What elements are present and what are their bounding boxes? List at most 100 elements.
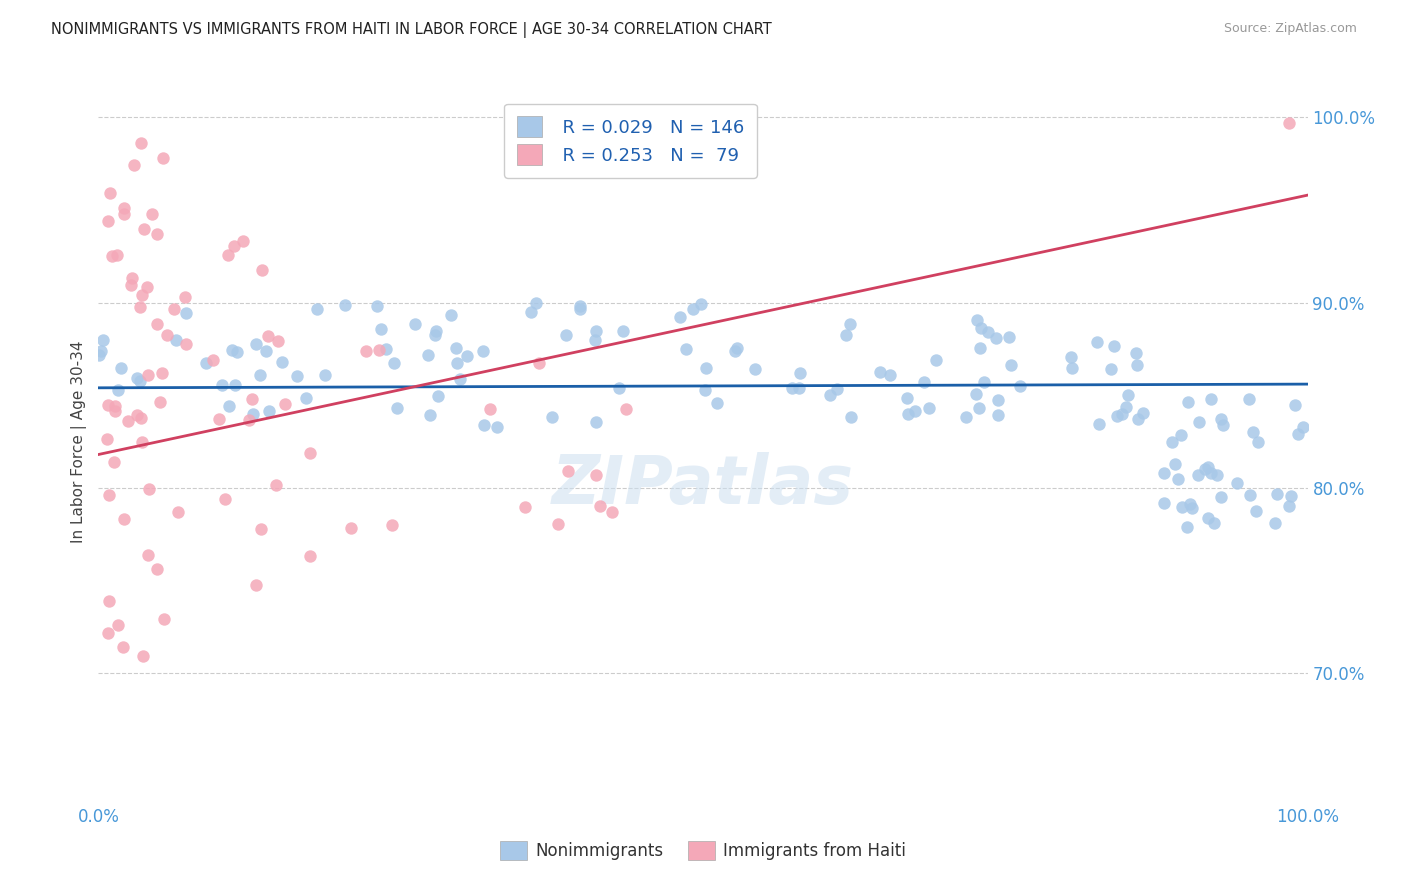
Point	[1212, 417, 1234, 432]
Point	[374, 342, 396, 356]
Point	[472, 418, 495, 433]
Point	[138, 482, 160, 496]
Point	[1209, 490, 1232, 504]
Point	[1197, 459, 1219, 474]
Point	[1239, 488, 1261, 502]
Point	[1199, 392, 1222, 407]
Point	[163, 302, 186, 317]
Point	[1241, 425, 1264, 439]
Point	[1115, 400, 1137, 414]
Text: ZIPatlas: ZIPatlas	[553, 452, 853, 518]
Point	[240, 392, 263, 406]
Point	[340, 520, 363, 534]
Point	[541, 409, 564, 424]
Point	[1265, 487, 1288, 501]
Point	[1062, 360, 1084, 375]
Point	[825, 382, 848, 396]
Point	[1132, 406, 1154, 420]
Point	[486, 420, 509, 434]
Point	[1111, 407, 1133, 421]
Point	[879, 368, 901, 383]
Point	[294, 391, 316, 405]
Point	[224, 377, 246, 392]
Point	[607, 381, 630, 395]
Point	[285, 368, 308, 383]
Point	[569, 302, 592, 317]
Point	[970, 321, 993, 335]
Point	[97, 398, 120, 412]
Point	[789, 367, 811, 381]
Point	[250, 522, 273, 536]
Point	[1161, 434, 1184, 449]
Point	[131, 435, 153, 450]
Point	[555, 327, 578, 342]
Point	[835, 327, 858, 342]
Point	[174, 337, 197, 351]
Point	[267, 334, 290, 349]
Point	[614, 402, 637, 417]
Point	[744, 362, 766, 376]
Point	[103, 399, 125, 413]
Point	[97, 214, 120, 228]
Point	[725, 342, 748, 356]
Point	[1126, 411, 1149, 425]
Point	[120, 277, 142, 292]
Point	[557, 464, 579, 478]
Point	[1085, 335, 1108, 350]
Point	[167, 505, 190, 519]
Point	[232, 234, 254, 248]
Point	[104, 404, 127, 418]
Point	[125, 408, 148, 422]
Point	[87, 348, 110, 362]
Point	[149, 395, 172, 409]
Point	[1102, 338, 1125, 352]
Point	[368, 343, 391, 358]
Point	[547, 517, 569, 532]
Point	[245, 337, 267, 351]
Point	[472, 343, 495, 358]
Text: Source: ZipAtlas.com: Source: ZipAtlas.com	[1223, 22, 1357, 36]
Point	[585, 415, 607, 429]
Point	[174, 290, 197, 304]
Point	[1164, 457, 1187, 471]
Point	[787, 381, 810, 395]
Point	[274, 397, 297, 411]
Point	[820, 388, 842, 402]
Point	[121, 270, 143, 285]
Point	[176, 306, 198, 320]
Point	[1247, 435, 1270, 450]
Point	[1175, 519, 1198, 533]
Point	[838, 317, 860, 331]
Point	[1264, 516, 1286, 531]
Point	[1292, 420, 1315, 434]
Point	[1206, 467, 1229, 482]
Point	[91, 333, 114, 347]
Point	[693, 383, 716, 397]
Point	[689, 297, 711, 311]
Point	[896, 391, 918, 405]
Point	[128, 300, 150, 314]
Point	[125, 371, 148, 385]
Point	[695, 361, 717, 376]
Point	[165, 334, 187, 348]
Point	[307, 301, 329, 316]
Point	[1099, 361, 1122, 376]
Point	[107, 618, 129, 632]
Point	[839, 410, 862, 425]
Point	[446, 341, 468, 355]
Point	[387, 401, 409, 415]
Point	[1188, 415, 1211, 429]
Point	[419, 409, 441, 423]
Point	[249, 368, 271, 383]
Point	[98, 593, 121, 607]
Point	[869, 365, 891, 379]
Point	[682, 301, 704, 316]
Point	[314, 368, 336, 382]
Point	[1209, 411, 1232, 425]
Point	[132, 648, 155, 663]
Point	[131, 288, 153, 302]
Point	[152, 151, 174, 165]
Point	[217, 248, 239, 262]
Point	[969, 342, 991, 356]
Point	[612, 324, 634, 338]
